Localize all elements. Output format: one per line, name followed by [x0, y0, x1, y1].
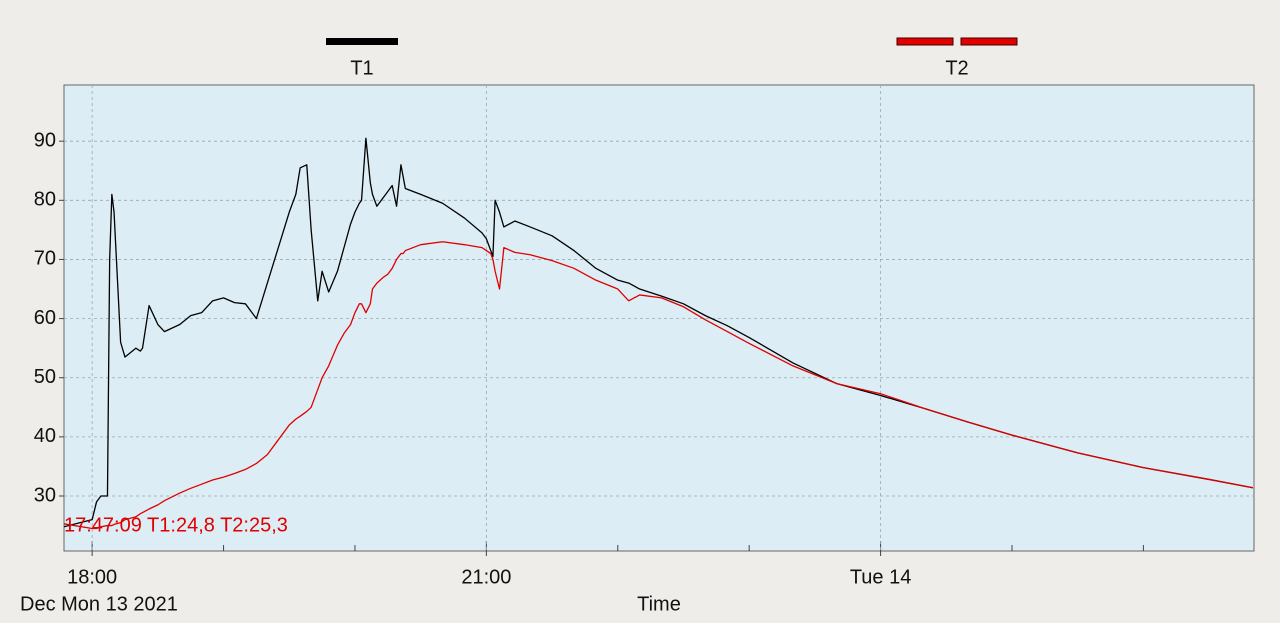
x-date-label: Dec Mon 13 2021 [20, 593, 178, 615]
y-tick-label: 40 [34, 425, 56, 447]
legend-swatch [326, 38, 398, 45]
series-line [63, 137, 1254, 528]
x-tick-label: 18:00 [67, 566, 117, 588]
legend-label: T1 [350, 57, 373, 79]
legend-swatch [960, 37, 1018, 46]
x-axis-label: Time [637, 593, 681, 615]
y-tick-label: 50 [34, 366, 56, 388]
x-tick-label: Tue 14 [850, 566, 912, 588]
legend-swatch [896, 37, 954, 46]
legend-label: T2 [945, 57, 968, 79]
plot-area [63, 84, 1255, 552]
y-tick-label: 80 [34, 189, 56, 211]
y-tick-label: 60 [34, 307, 56, 329]
x-tick-label: 21:00 [461, 566, 511, 588]
series-line [63, 241, 1254, 530]
y-tick-label: 70 [34, 248, 56, 270]
annotation: 17:47:09 T1:24,8 T2:25,3 [64, 514, 288, 536]
y-tick-label: 30 [34, 484, 56, 506]
y-tick-label: 90 [34, 129, 56, 151]
